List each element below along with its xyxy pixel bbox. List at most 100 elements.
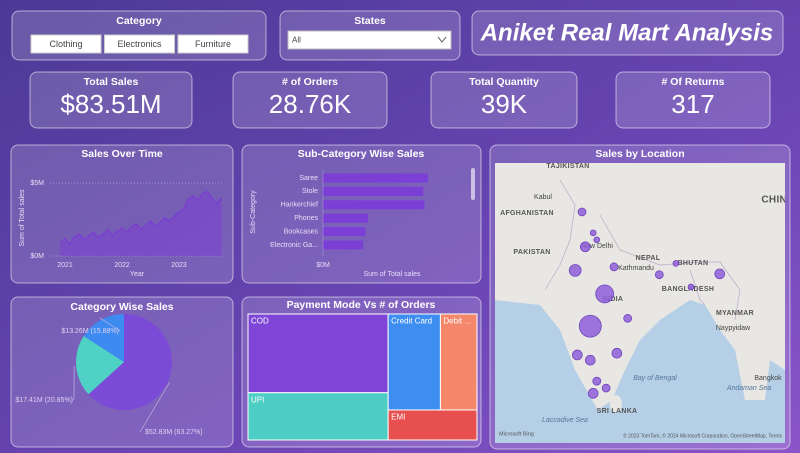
tile-label: EMI [391,413,405,422]
chart-title: Sales by Location [595,148,684,160]
tile-label: Debit ... [443,317,471,326]
x-axis-label: Year [130,271,145,278]
map-bubble[interactable] [601,383,611,393]
dropdown[interactable] [287,30,452,50]
map-label: BANGLADESH [662,286,714,293]
y-tick-label: $5M [30,180,44,187]
pie-slice [88,314,172,410]
map-bubble[interactable] [611,347,623,359]
line-area [60,191,222,256]
data-label: $13.26M (15.88%) [61,328,119,335]
kpi-label: Total Sales [84,76,139,88]
map-island [610,395,622,413]
map-bubble[interactable] [623,313,633,323]
map-label: AFGHANISTAN [500,210,554,217]
kpi-label: # of Orders [282,76,338,88]
x-tick-label: 2022 [114,262,130,269]
y-axis-label: Sum of Total sales [19,189,26,247]
panel [29,71,193,129]
y-tick-label: Phones [294,215,318,222]
y-tick-label: Bookcases [284,228,319,235]
bar [323,186,424,196]
treemap-tile [387,409,478,441]
map-bubble[interactable] [589,229,597,237]
map-bubble[interactable] [654,270,664,280]
map-label: TAJIKISTAN [546,163,589,170]
dropdown-value: All [292,36,301,45]
pie-slice [75,335,124,395]
map-bubble[interactable] [687,283,695,291]
filter-option[interactable] [30,34,102,54]
treemap-tile [247,313,389,394]
dashboard-title: Aniket Real Mart Analysis [480,19,774,46]
map-bubble[interactable] [579,241,591,253]
map-bubble[interactable] [609,262,619,272]
leader-line [99,317,121,332]
filter-option-label: Electronics [117,39,162,49]
map-label: Laccadive Sea [542,417,588,424]
map-bubble[interactable] [587,388,599,399]
treemap-tile [439,313,478,411]
map-label: SRI LANKA [597,408,638,415]
x-tick-label: $0M [316,262,330,269]
y-tick-label: Saree [299,175,318,182]
kpi-value: 28.76K [269,89,352,119]
map-bubble[interactable] [572,349,583,361]
data-label: $17.41M (20.85%) [15,397,73,404]
map-bubble[interactable] [568,264,582,277]
map-border [544,179,741,321]
x-tick-label: 2023 [171,262,187,269]
kpi-value: 39K [481,89,528,119]
chart-title: Payment Mode Vs # of Orders [287,299,436,311]
y-tick-label: Stole [302,188,318,195]
map-label: Kabul [534,194,552,201]
bar [323,227,366,237]
map-label: Bangkok [754,375,782,382]
y-tick-label: Hankerchief [281,202,318,209]
map-label: Naypyidaw [716,325,751,332]
bar [323,240,364,250]
map-label: Andaman Sea [726,385,771,392]
panel [232,71,388,129]
chart-title: Sales Over Time [81,148,163,160]
y-tick-label: $0M [30,253,44,260]
map-provider: Microsoft Bing [499,431,534,437]
x-axis-label: Sum of Total sales [363,271,421,278]
map-bubble[interactable] [577,207,587,217]
data-label: $52.83M (63.27%) [145,429,203,436]
chart-title: Category Wise Sales [70,301,173,313]
kpi-label: Total Quantity [469,76,539,88]
map-label: Bay of Bengal [633,375,677,382]
tile-label: UPI [251,395,264,404]
map-sea [495,300,785,443]
filter-option[interactable] [177,34,249,54]
map-bubble[interactable] [714,268,726,280]
map-label: INDIA [603,296,624,303]
map-bubble[interactable] [593,236,601,244]
map-bubble[interactable] [595,284,615,304]
tile-label: COD [251,317,269,326]
map-label: BHUTAN [678,260,709,267]
pie-slice [83,314,124,362]
treemap-tile [387,313,441,411]
kpi-label: # Of Returns [661,76,724,88]
map-bubble[interactable] [584,354,596,366]
filter-label: Category [116,15,162,27]
map-bubble[interactable] [578,314,602,338]
filter-option-label: Furniture [195,39,231,49]
map-label: MYANMAR [716,310,754,317]
map-bubble[interactable] [592,376,602,386]
map-bubble[interactable] [672,260,680,267]
scrollbar [471,168,475,200]
map-label: CHINA [761,195,794,206]
map: TAJIKISTAN Kabul AFGHANISTAN PAKISTAN New De… [495,163,794,443]
dropdown-chevron [437,36,447,43]
y-tick-label: Electronic Ga... [270,242,318,249]
filter-option[interactable] [104,34,175,54]
panel [615,71,771,129]
map-label: NEPAL [636,255,661,262]
kpi-value: 317 [671,89,714,119]
line [59,190,223,246]
filter-label: States [354,15,386,27]
